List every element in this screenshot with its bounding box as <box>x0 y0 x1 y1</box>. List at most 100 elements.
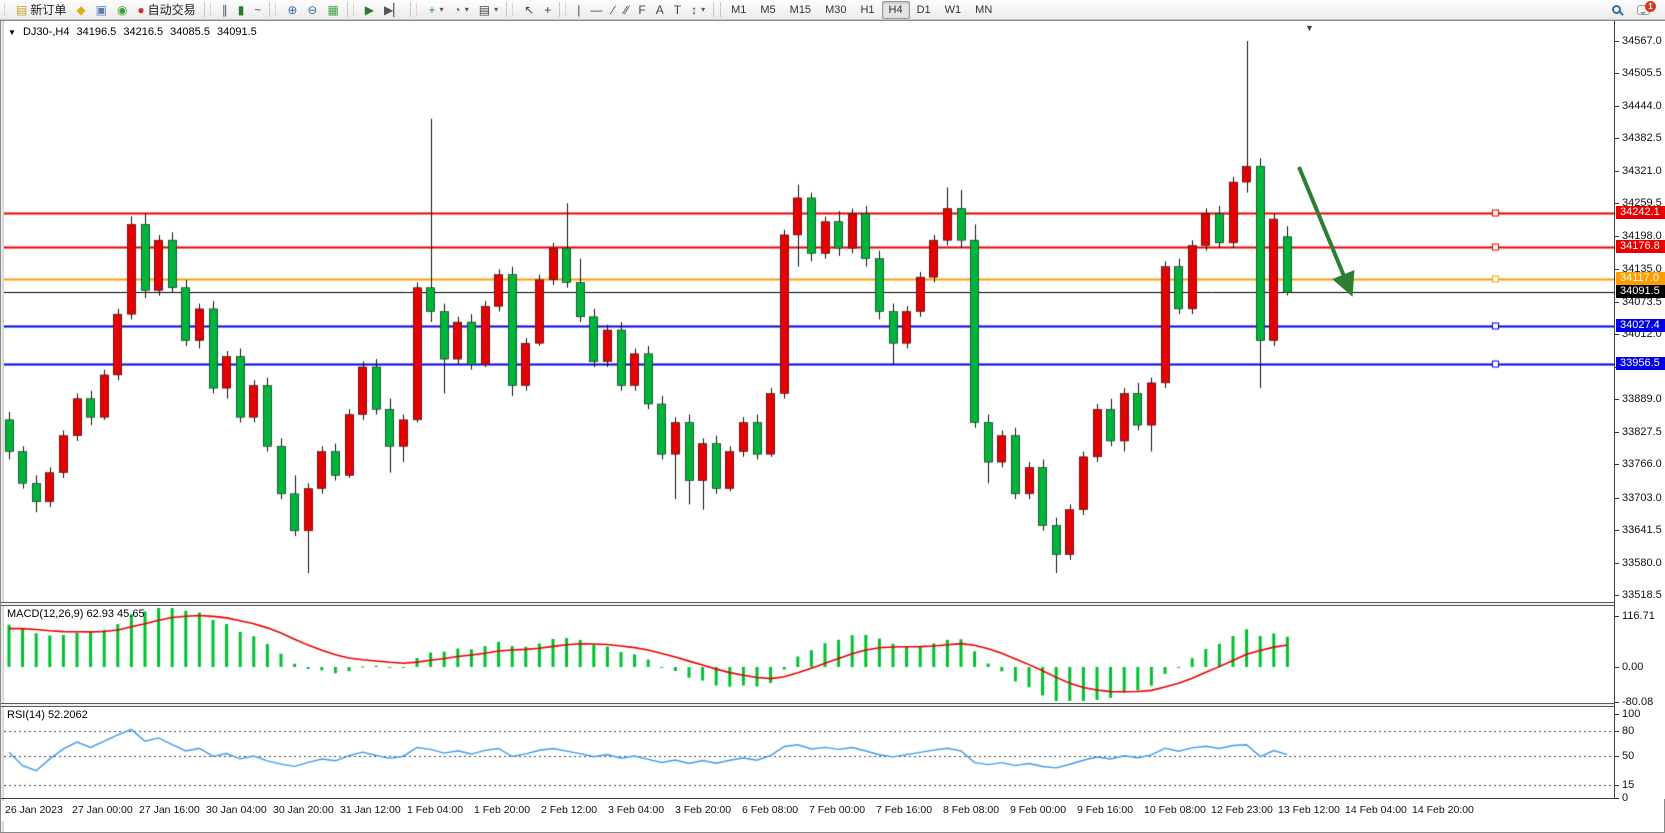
rsi-indicator-canvas[interactable] <box>4 707 1614 798</box>
price-tick-label: 34567.0 <box>1615 35 1665 47</box>
price-tick-label: 33766.0 <box>1615 458 1665 470</box>
bar-chart-button[interactable]: ∥ <box>217 1 233 19</box>
price-line-badge: 34242.1 <box>1616 205 1665 219</box>
vertical-line-button[interactable]: | <box>572 1 585 19</box>
time-axis-label: 1 Feb 04:00 <box>407 804 464 816</box>
templates-button[interactable]: ▤ ▾ <box>474 1 503 19</box>
dropdown-icon: ▾ <box>701 5 706 14</box>
timeframe-h4-button[interactable]: H4 <box>881 0 910 19</box>
equidistant-channel-icon: ∕∕ <box>624 2 629 17</box>
cursor-button[interactable]: ↖ <box>519 1 539 19</box>
trend-arrow-annotation[interactable] <box>1281 141 1381 311</box>
search-icon <box>1612 5 1621 14</box>
auto-scroll-icon: ▶ <box>364 2 375 17</box>
arrows-button[interactable]: ↕ ▾ <box>686 1 710 19</box>
dropdown-icon: ▾ <box>439 5 444 14</box>
price-line-badge: 34027.4 <box>1616 319 1665 333</box>
rsi-panel-bottom-border <box>1 798 1614 799</box>
horizontal-line-icon: — <box>590 2 603 17</box>
timeframe-h1-button[interactable]: H1 <box>860 3 875 16</box>
chart-window: ▼ DJ30-,H4 34196.5 34216.5 34085.5 34091… <box>0 20 1665 833</box>
panel-separator[interactable] <box>1 703 1614 707</box>
ohlc-close: 34091.5 <box>217 26 257 38</box>
toolbar-separator <box>269 2 271 17</box>
price-tick-label: 34505.5 <box>1615 67 1665 79</box>
toolbar-group-grip <box>565 3 569 16</box>
line-chart-button[interactable]: ~ <box>249 1 266 19</box>
timeframe-m30-button[interactable]: M30 <box>825 3 847 16</box>
window-left-strip <box>1 21 4 832</box>
toolbar-separator <box>506 2 508 17</box>
price-line-badge: 34091.5 <box>1616 285 1665 299</box>
candlestick-chart-button[interactable]: ▮ <box>233 1 250 19</box>
time-axis-label: 10 Feb 08:00 <box>1144 804 1206 816</box>
timeframe-m15-button[interactable]: M15 <box>789 3 812 16</box>
price-tick-label: 34073.5 <box>1615 296 1665 308</box>
time-axis-label: 7 Feb 00:00 <box>809 804 866 816</box>
rsi-indicator-label: RSI(14) 52.2062 <box>7 709 88 721</box>
time-axis[interactable]: 26 Jan 2023 27 Jan 00:00 27 Jan 16:00 30 Ja… <box>1 801 1614 821</box>
time-axis-label: 27 Jan 16:00 <box>139 804 200 816</box>
chat-bubble-icon: 1 <box>1637 0 1656 15</box>
crosshair-icon: + <box>544 2 552 17</box>
rsi-axis-label: 100 <box>1615 708 1665 720</box>
new-order-label: 新订单 <box>30 3 67 17</box>
text-icon: A <box>655 2 664 17</box>
price-tick-label: 33703.0 <box>1615 492 1665 504</box>
macd-axis-label: 116.71 <box>1615 610 1665 622</box>
new-order-button[interactable]: ▤ 新订单 <box>11 1 71 19</box>
time-axis-label: 6 Feb 08:00 <box>742 804 799 816</box>
chart-title: ▼ DJ30-,H4 34196.5 34216.5 34085.5 34091… <box>8 26 261 38</box>
time-axis-label: 7 Feb 16:00 <box>876 804 933 816</box>
time-axis-label: 3 Feb 20:00 <box>675 804 732 816</box>
text-button[interactable]: A <box>651 1 669 19</box>
profiles-button[interactable]: ▣ <box>91 1 112 19</box>
toolbar-separator <box>346 2 348 17</box>
candlestick-chart-canvas[interactable] <box>4 23 1614 602</box>
new-chart-button[interactable]: ◆ <box>71 1 90 19</box>
time-axis-label: 13 Feb 12:00 <box>1278 804 1340 816</box>
fibonacci-button[interactable]: F <box>633 1 650 19</box>
timeframe-m5-button[interactable]: M5 <box>760 3 776 16</box>
horizontal-line-button[interactable]: — <box>585 1 607 19</box>
price-tick-label: 33827.5 <box>1615 426 1665 438</box>
auto-scroll-button[interactable]: ▶ <box>360 1 379 19</box>
toolbar-right: 1 <box>1607 0 1663 20</box>
chart-symbol-period: DJ30-,H4 <box>22 26 70 38</box>
tile-windows-button[interactable]: ▦ <box>322 1 343 19</box>
zoom-out-button[interactable]: ⊖ <box>302 1 322 19</box>
macd-indicator-canvas[interactable] <box>4 606 1614 703</box>
trendline-button[interactable]: ∕ <box>607 1 619 19</box>
time-axis-label: 27 Jan 00:00 <box>72 804 133 816</box>
timeframe-m1-button[interactable]: M1 <box>731 3 747 16</box>
ohlc-high: 34216.5 <box>123 26 164 38</box>
zoom-out-icon: ⊖ <box>307 2 318 17</box>
notification-badge: 1 <box>1645 0 1656 12</box>
chart-menu-caret-icon[interactable]: ▼ <box>8 28 16 37</box>
zoom-in-button[interactable]: ⊕ <box>282 1 302 19</box>
auto-trading-icon: ● <box>137 2 145 17</box>
price-axis[interactable]: 34567.0 34505.5 34444.0 34382.5 34321.0 34259… <box>1614 21 1665 804</box>
new-order-icon: ▤ <box>16 2 28 17</box>
text-label-button[interactable]: T <box>669 1 686 19</box>
chart-shift-button[interactable]: ▶▏ <box>379 1 407 19</box>
chart-shift-icon: ▶▏ <box>384 2 403 17</box>
rsi-axis-label: 0 <box>1615 792 1665 804</box>
crosshair-button[interactable]: + <box>539 1 556 19</box>
price-tick-label: 34382.5 <box>1615 132 1665 144</box>
indicators-button[interactable]: + ▾ <box>423 1 448 19</box>
auto-trading-button[interactable]: ● 自动交易 <box>132 1 200 19</box>
notifications-button[interactable]: 1 <box>1632 0 1656 19</box>
periods-button[interactable]: ◔ ▾ <box>449 1 474 19</box>
equidistant-channel-button[interactable]: ∕∕ <box>619 1 633 19</box>
timeframe-mn-button[interactable]: MN <box>975 3 993 16</box>
signals-button[interactable]: ◉ <box>112 1 132 19</box>
time-axis-label: 12 Feb 23:00 <box>1211 804 1273 816</box>
ohlc-open: 34196.5 <box>76 26 117 38</box>
panel-separator[interactable] <box>1 602 1614 606</box>
toolbar-group-grip <box>416 3 420 16</box>
price-tick-label: 34444.0 <box>1615 100 1665 112</box>
timeframe-w1-button[interactable]: W1 <box>944 3 962 16</box>
symbol-search-button[interactable] <box>1607 1 1626 19</box>
timeframe-d1-button[interactable]: D1 <box>916 3 931 16</box>
